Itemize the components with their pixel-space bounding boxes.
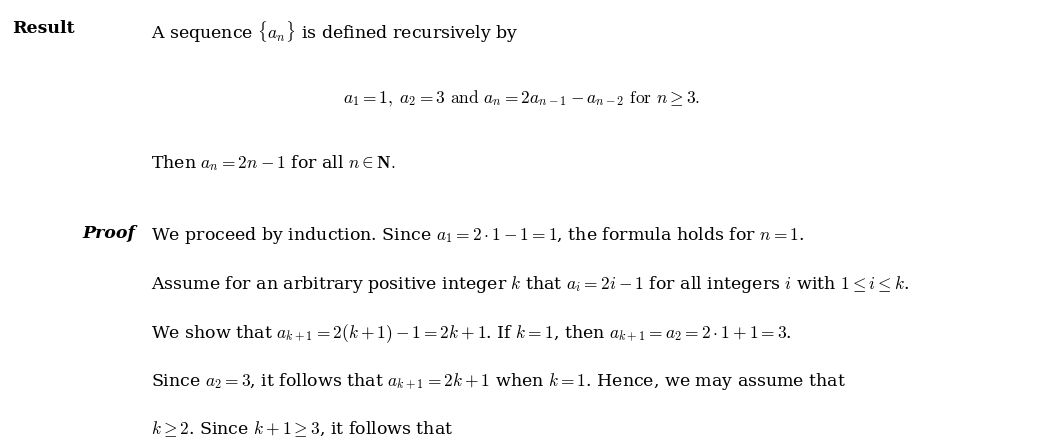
Text: We show that $a_{k+1} = 2(k+1) - 1 = 2k+1$. If $k = 1$, then $a_{k+1} = a_2 = 2 : We show that $a_{k+1} = 2(k+1) - 1 = 2k+…: [151, 323, 792, 345]
Text: Since $a_2 = 3$, it follows that $a_{k+1} = 2k+1$ when $k = 1$. Hence, we may as: Since $a_2 = 3$, it follows that $a_{k+1…: [151, 372, 846, 392]
Text: Result: Result: [13, 20, 75, 37]
Text: $a_1 = 1,\; a_2 = 3 \text{ and } a_n = 2a_{n-1} - a_{n-2} \text{ for } n \geq 3.: $a_1 = 1,\; a_2 = 3 \text{ and } a_n = 2…: [343, 89, 700, 109]
Text: $k \geq 2$. Since $k+1 \geq 3$, it follows that: $k \geq 2$. Since $k+1 \geq 3$, it follo…: [151, 419, 454, 439]
Text: Then $a_n = 2n - 1$ for all $n \in \mathbf{N}.$: Then $a_n = 2n - 1$ for all $n \in \math…: [151, 154, 395, 174]
Text: We proceed by induction. Since $a_1 = 2 \cdot 1 - 1 = 1$, the formula holds for : We proceed by induction. Since $a_1 = 2 …: [151, 225, 804, 246]
Text: A sequence $\{a_n\}$ is defined recursively by: A sequence $\{a_n\}$ is defined recursiv…: [151, 20, 518, 45]
Text: Proof: Proof: [82, 225, 136, 242]
Text: Assume for an arbitrary positive integer $k$ that $a_i = 2i - 1$ for all integer: Assume for an arbitrary positive integer…: [151, 274, 909, 295]
